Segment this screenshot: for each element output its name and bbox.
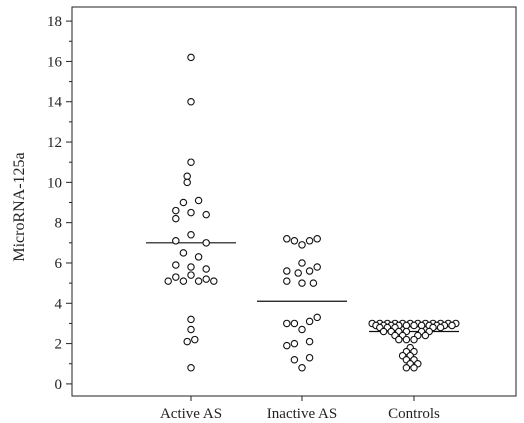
y-tick-label: 4	[55, 296, 63, 312]
x-axis: Active AS Inactive AS Controls	[160, 396, 440, 422]
data-point	[210, 277, 218, 285]
data-point	[202, 239, 210, 247]
data-point	[298, 279, 306, 287]
x-tick-label: Active AS	[160, 406, 222, 422]
y-tick-label: 0	[55, 377, 63, 393]
x-tick-label: Controls	[388, 406, 440, 422]
plot-area	[146, 53, 460, 372]
x-tick-label: Inactive AS	[267, 406, 337, 422]
data-point	[283, 235, 291, 243]
data-point	[313, 263, 321, 271]
data-point	[283, 267, 291, 275]
data-point	[202, 210, 210, 219]
data-point	[448, 321, 456, 330]
data-point	[290, 319, 299, 328]
y-tick-label: 14	[47, 95, 63, 111]
data-point	[410, 335, 418, 344]
data-point	[298, 241, 306, 249]
data-point	[402, 335, 411, 344]
data-point	[402, 321, 411, 330]
data-point	[191, 335, 199, 344]
y-tick-label: 8	[55, 216, 63, 232]
data-point	[172, 214, 180, 223]
data-point	[187, 364, 195, 372]
data-point	[172, 206, 180, 215]
data-point	[164, 277, 172, 285]
data-point	[183, 172, 191, 181]
data-point	[283, 341, 291, 350]
data-point	[305, 317, 314, 326]
data-point	[187, 325, 195, 334]
data-point	[179, 249, 188, 257]
y-tick-label: 12	[47, 135, 62, 151]
data-point	[187, 97, 195, 106]
data-point	[421, 331, 430, 340]
data-point	[290, 339, 299, 348]
data-point	[172, 237, 180, 245]
data-point	[183, 337, 191, 346]
data-point	[313, 313, 321, 322]
data-point	[283, 277, 291, 285]
data-point	[290, 237, 299, 245]
data-point	[194, 196, 203, 205]
data-point	[305, 337, 314, 346]
data-point	[194, 277, 203, 285]
data-point	[172, 273, 180, 281]
data-point	[194, 253, 203, 261]
data-point	[179, 277, 188, 285]
data-point	[179, 198, 188, 207]
data-point	[187, 271, 195, 279]
y-axis-title: MicroRNA-125a	[11, 152, 28, 261]
data-point	[187, 231, 195, 239]
data-point	[294, 269, 302, 277]
plot-frame	[71, 6, 517, 397]
data-point	[313, 235, 321, 243]
data-point	[305, 267, 314, 275]
data-point	[202, 275, 210, 283]
data-point	[309, 279, 318, 287]
data-point	[290, 355, 299, 364]
data-point	[436, 323, 445, 332]
data-point	[187, 315, 195, 324]
data-point	[187, 158, 195, 166]
data-point	[202, 265, 210, 273]
data-point	[395, 335, 403, 344]
data-point	[402, 364, 411, 372]
data-point	[298, 259, 306, 267]
data-point	[298, 364, 306, 372]
data-point	[410, 321, 418, 330]
data-point	[298, 325, 306, 334]
y-tick-label: 2	[55, 337, 63, 353]
data-point	[305, 237, 314, 245]
data-point	[305, 353, 314, 362]
data-point	[187, 263, 195, 271]
data-point	[283, 319, 291, 328]
y-tick-label: 10	[47, 175, 62, 191]
data-point	[379, 327, 388, 336]
data-point	[172, 261, 180, 269]
y-tick-label: 16	[47, 54, 63, 70]
data-point	[187, 208, 195, 217]
y-tick-label: 6	[55, 256, 63, 272]
data-point	[183, 178, 191, 187]
y-tick-label: 18	[47, 14, 62, 30]
data-point	[417, 321, 426, 330]
data-point	[187, 53, 195, 62]
y-axis: 0 2 4 6 8 10 12 14 16 18	[47, 14, 72, 393]
data-point	[410, 364, 418, 372]
